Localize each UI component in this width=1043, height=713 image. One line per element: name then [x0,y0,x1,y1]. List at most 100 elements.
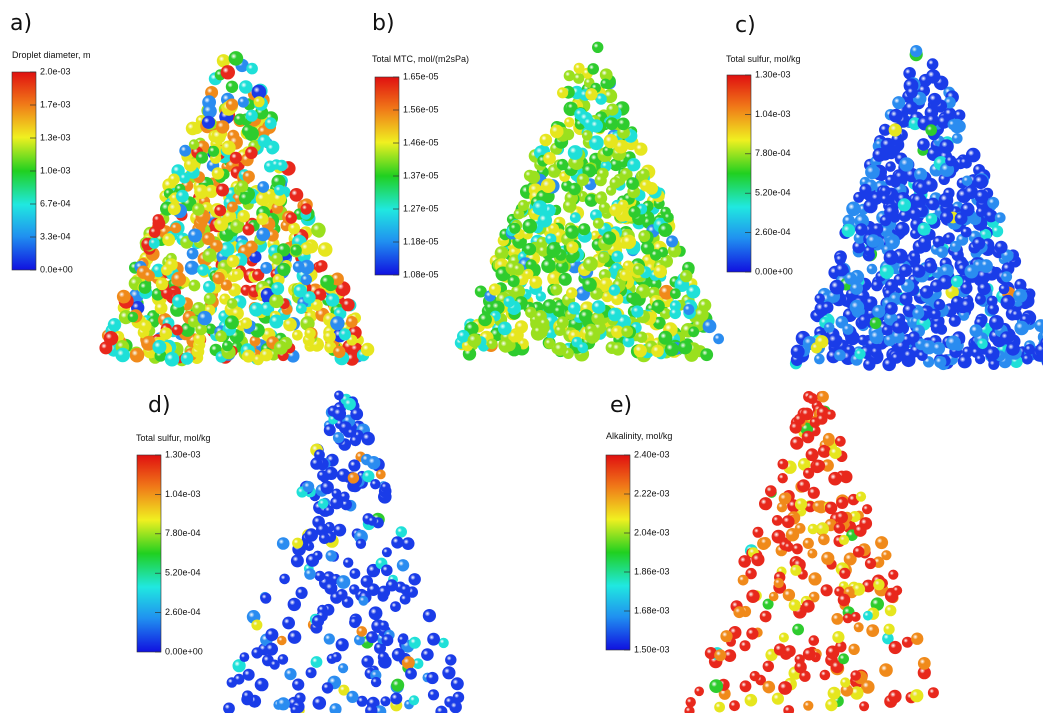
droplet [249,302,264,317]
droplet [791,543,803,555]
droplet [284,668,297,681]
droplet [869,329,884,345]
droplet [533,325,544,337]
droplet [271,282,285,295]
droplet [650,249,662,261]
droplet [944,232,955,244]
droplet [320,480,334,495]
droplet [869,317,882,330]
droplet [864,296,878,309]
droplet [514,320,529,334]
droplet [863,610,873,621]
droplet [230,219,245,234]
droplet [651,299,665,313]
droplet [653,316,666,330]
droplet [917,222,931,236]
droplet [800,407,814,421]
droplet [653,264,667,279]
droplet [347,472,360,484]
droplet [203,292,216,305]
droplet [543,152,556,165]
droplet [879,264,894,279]
droplet [540,178,556,193]
droplet [897,198,912,212]
droplet [239,652,250,662]
droplet [401,656,415,670]
droplet [883,250,899,265]
droplet [866,624,880,637]
droplet [858,314,871,327]
droplet [879,185,891,197]
droplet [789,421,802,434]
droplet [632,263,645,276]
colorbar-tick-label: 1.86e-03 [634,566,670,576]
droplet [599,277,613,292]
droplet [850,611,861,622]
colorbar-tick-label: 1.30e-03 [165,449,201,459]
droplet [1014,278,1027,291]
droplet [154,301,168,315]
droplet [323,633,335,645]
droplet [274,184,286,196]
droplet [421,648,434,661]
droplet [317,242,333,257]
droplet [167,202,181,216]
panel-label: b) [372,11,395,36]
droplet [950,275,963,288]
droplet [960,202,975,217]
droplet [594,174,607,187]
droplet [864,557,877,570]
droplet [523,169,536,182]
droplet [314,570,326,582]
droplet [349,616,361,629]
droplet [917,666,931,680]
colorbar-tick-label: 1.37e-05 [403,170,439,180]
droplet [546,242,562,257]
droplet [148,237,160,249]
droplet [245,109,258,122]
droplet [829,279,845,295]
droplet [976,206,987,218]
droplet [252,268,265,281]
droplet [582,163,597,178]
droplet [713,333,724,345]
colorbar-tick-label: 2.60e-04 [165,607,201,617]
droplet [670,288,681,300]
droplet [310,457,323,470]
droplet [773,643,787,656]
droplet [926,69,941,84]
droplet [977,281,991,296]
droplet [115,347,130,363]
droplet [151,263,166,278]
droplet [223,702,235,713]
droplet [203,280,216,294]
droplet [802,537,814,550]
droplet [599,68,613,82]
droplet [850,686,864,700]
droplet [729,700,740,712]
droplet [333,345,346,359]
droplet [651,344,664,358]
droplet [917,657,931,670]
droplet [667,244,682,258]
droplet [474,285,487,298]
droplet [688,326,700,338]
droplet [926,197,940,211]
droplet [597,251,610,264]
droplet [649,278,662,290]
droplet [792,623,804,636]
droplet [854,524,867,537]
droplet [880,193,891,205]
colorbar-tick-label: 1.0e-03 [40,165,71,175]
droplet [323,330,336,344]
droplet [931,321,943,333]
droplet [846,201,861,217]
droplet [960,298,975,313]
droplet [442,666,456,680]
droplet [523,242,537,256]
droplet [290,705,301,713]
droplet [964,185,978,200]
droplet [405,667,417,680]
droplet [702,319,717,334]
droplet [720,630,733,643]
